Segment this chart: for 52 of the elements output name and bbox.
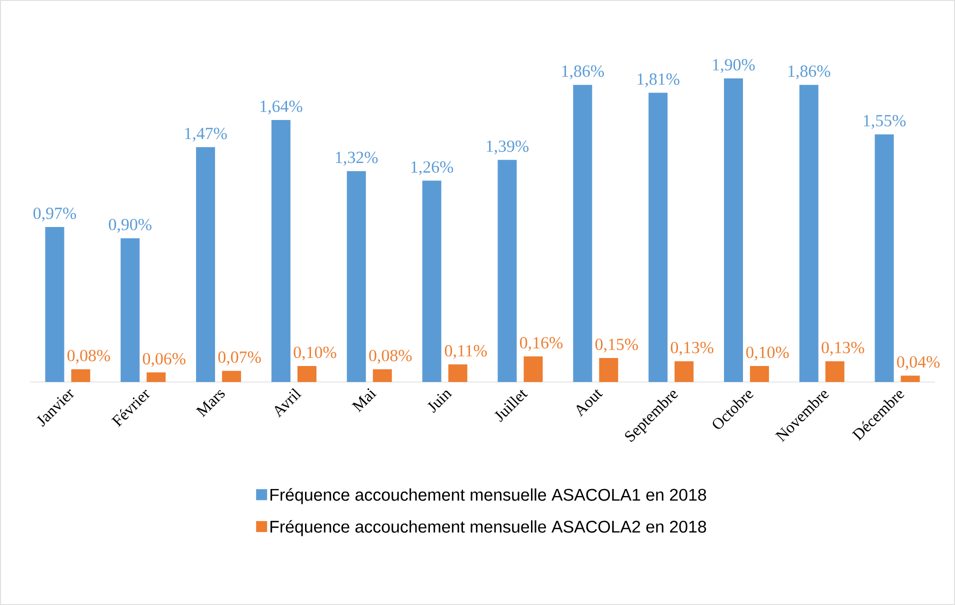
legend-label: Fréquence accouchement mensuelle ASACOLA1 en 2018 <box>270 488 706 504</box>
data-label: 0,11% <box>444 345 487 359</box>
data-label: 1,90% <box>713 59 755 73</box>
bar <box>146 372 166 382</box>
bar <box>524 356 543 382</box>
data-label: 1,39% <box>486 140 529 154</box>
bar <box>648 92 668 382</box>
bar <box>825 361 844 382</box>
bar <box>71 369 90 382</box>
data-label: 0,13% <box>822 342 864 356</box>
data-label: 1,86% <box>788 65 830 80</box>
data-label: 0,15% <box>595 338 638 353</box>
bar <box>724 78 743 382</box>
bar <box>372 369 392 382</box>
bar <box>222 370 242 382</box>
data-label: 0,10% <box>746 346 789 361</box>
bar <box>271 120 290 382</box>
data-label: 0,06% <box>142 353 186 367</box>
legend-label: Fréquence accouchement mensuelle ASACOLA2 en 2018 <box>270 520 706 536</box>
bar <box>674 361 694 382</box>
bar <box>422 180 442 382</box>
bar <box>900 376 920 382</box>
x-tick-label: Mai <box>352 388 377 412</box>
bar <box>196 147 216 382</box>
data-label: 1,81% <box>638 73 680 88</box>
bar <box>750 366 769 382</box>
data-label: 0,04% <box>897 356 940 370</box>
data-label: 1,47% <box>185 128 227 142</box>
data-label: 0,97% <box>33 208 76 222</box>
data-label: 0,10% <box>294 346 336 361</box>
bar <box>297 366 316 382</box>
bar <box>498 160 517 382</box>
bar <box>599 358 618 382</box>
data-label: 0,13% <box>670 342 714 356</box>
bar <box>874 134 894 382</box>
data-label: 1,64% <box>260 100 302 114</box>
data-label: 1,55% <box>864 114 906 129</box>
data-label: 0,08% <box>369 350 412 364</box>
bar <box>346 171 366 382</box>
bar <box>799 84 818 382</box>
bar <box>448 364 468 382</box>
bar <box>573 84 592 382</box>
data-label: 0,90% <box>108 218 152 233</box>
data-label: 1,32% <box>336 152 378 166</box>
data-label: 1,86% <box>562 65 604 80</box>
data-label: 0,07% <box>218 351 261 366</box>
data-label: 1,26% <box>411 161 454 176</box>
data-label: 0,08% <box>67 350 110 364</box>
data-label: 0,16% <box>520 337 563 351</box>
bar <box>120 238 140 382</box>
bar <box>45 227 64 382</box>
x-tick-label: Juin <box>427 390 452 413</box>
